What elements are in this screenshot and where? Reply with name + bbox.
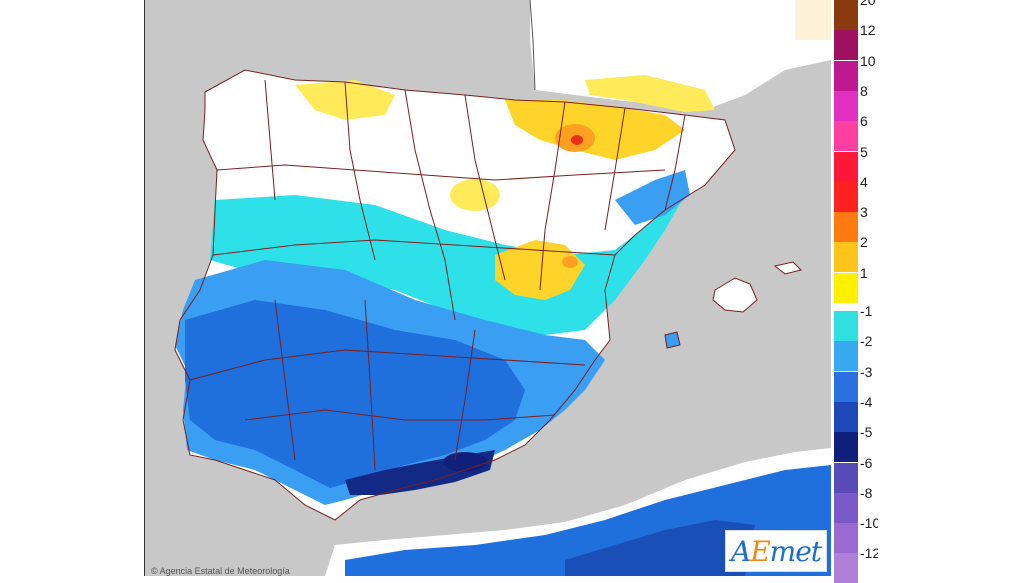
legend-label: 3 [860,204,868,221]
legend-swatch [834,181,858,212]
legend-item: 5 [834,144,878,182]
color-legend: 20 12 10 8 6 5 4 3 2 1 -1 -2 -3 -4 -5 -6 -8 -10 -12 [834,0,880,583]
legend-label: 1 [860,264,868,281]
yellow-zone-ebro [505,100,685,160]
legend-swatch [834,151,858,182]
france-corner-tint [795,0,831,40]
legend-item: 12 [834,22,878,61]
legend-swatch [834,90,858,121]
legend-item: -8 [834,485,878,523]
temperature-anomaly-map: AEmet © Agencia Estatal de Meteorología [144,0,831,576]
legend-label: -3 [860,363,873,380]
aemet-logo: AEmet [725,530,827,572]
iberia-map-svg [145,0,831,576]
legend-item: -3 [834,364,878,402]
legend-swatch [834,121,858,152]
legend-label: 8 [860,82,868,99]
legend-label: 6 [860,113,868,130]
legend-item: 20 [834,0,878,30]
ibiza [664,331,681,349]
legend-item: -2 [834,333,878,372]
legend-swatch [834,371,858,402]
legend-label: -8 [860,484,873,501]
aemet-logo-text: AEmet [730,534,822,568]
legend-swatch [834,432,858,463]
legend-label: 4 [860,173,868,190]
legend-item: 6 [834,113,878,152]
legend-item: -5 [834,424,878,463]
legend-item: -1 [834,303,878,341]
legend-swatch [834,401,858,432]
legend-item: 4 [834,174,878,212]
yellow-spot-center [450,179,500,211]
legend-label: -4 [860,393,873,410]
legend-swatch [834,553,858,583]
legend-label: -2 [860,333,873,350]
mid-blue-zone [185,300,525,488]
legend-swatch [834,523,858,554]
legend-label: 2 [860,234,868,251]
yellow-zone-france [585,75,715,112]
menorca [773,261,802,275]
legend-item: -6 [834,455,878,493]
legend-swatch [834,0,858,30]
legend-item: -12 [834,545,880,583]
legend-label: -5 [860,424,873,441]
red-spot-navarra [571,135,583,145]
attribution-text: © Agencia Estatal de Meteorología [151,566,290,576]
legend-swatch [834,492,858,523]
legend-label: 20 [860,0,876,8]
orange-spot-east [562,256,578,268]
right-blank-panel [878,0,1024,576]
legend-swatch [834,212,858,243]
legend-swatch [834,242,858,273]
legend-label: 12 [860,22,876,39]
france-border [529,0,536,91]
legend-item: 10 [834,53,878,91]
legend-label: -1 [860,303,873,319]
mallorca [712,277,758,313]
province-borders [174,69,736,521]
legend-label: 10 [860,52,876,69]
legend-swatch [834,311,858,341]
legend-swatch [834,272,858,303]
legend-label: 5 [860,143,868,160]
cyan-zone [210,195,685,335]
legend-item: -10 [834,515,880,554]
legend-swatch [834,462,858,493]
legend-swatch [834,30,858,61]
legend-swatch [834,341,858,372]
yellow-zone-east [495,240,585,300]
legend-swatch [834,60,858,91]
legend-label: -12 [860,545,881,562]
navy-spot-granada [443,452,487,472]
legend-label: -6 [860,454,873,471]
legend-item: 2 [834,234,878,273]
legend-item: -4 [834,394,878,432]
legend-label: -10 [860,515,881,532]
legend-item: 1 [834,265,878,303]
yellow-zone-north [295,80,395,120]
legend-item: 3 [834,204,878,243]
north-africa-navy [565,520,755,576]
legend-item: 8 [834,83,878,121]
